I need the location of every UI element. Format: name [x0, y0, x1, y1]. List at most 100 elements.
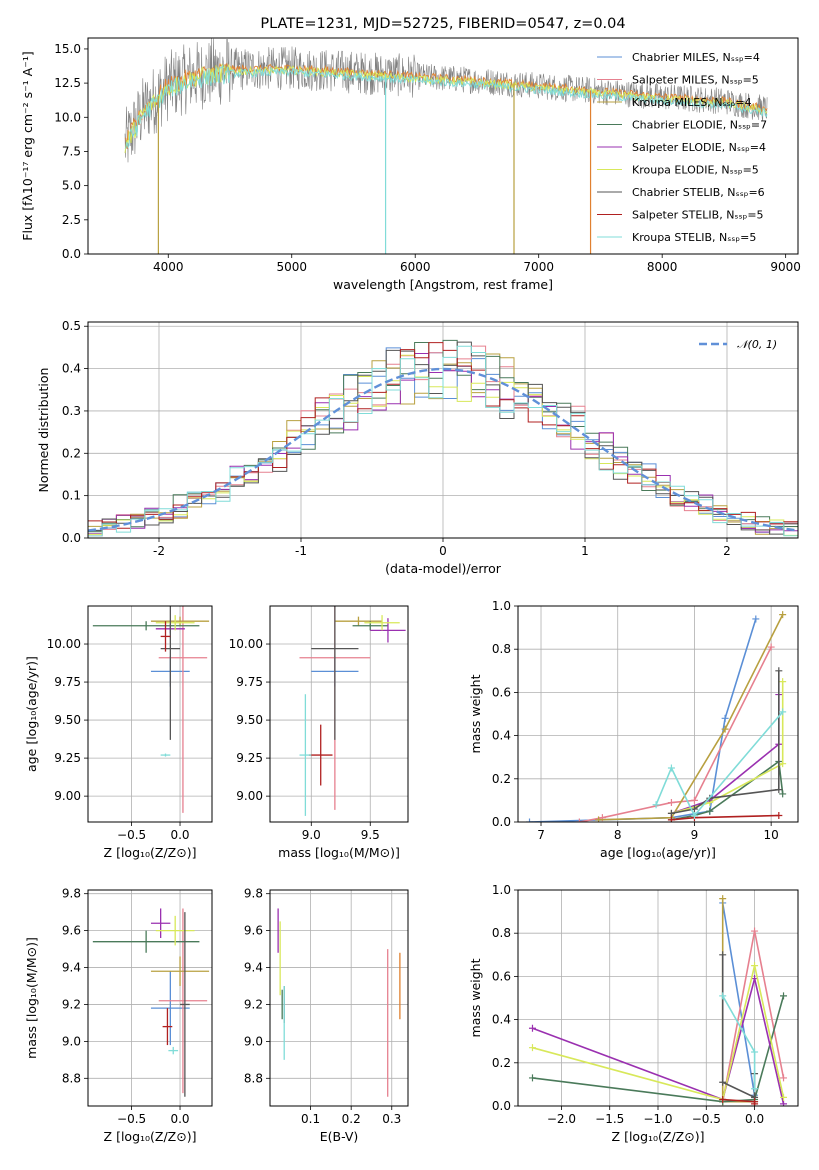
y-tick-label: 2.5: [62, 213, 81, 227]
axes-age_vs_Z: −0.5 0.0 9.00 9.25 9.50 9.75 10.00 Z [log₁₀(Z/Z…: [24, 605, 213, 860]
legend-label-salpeter_elodie: Salpeter ELODIE, Nₛₛₚ=4: [632, 141, 766, 154]
y-tick-label: 0.2: [62, 446, 81, 460]
series-point-kroupa_miles: [719, 895, 727, 903]
y-tick-label: 0.0: [62, 531, 81, 545]
y-tick-label: 0.0: [62, 247, 81, 261]
series-point-kroupa_elodie: [751, 962, 759, 970]
y-tick-label: 1.0: [492, 599, 511, 613]
y-tick-label: 9.2: [244, 997, 263, 1011]
series-point-kroupa_elodie: [780, 1093, 788, 1101]
y-tick-label: 9.25: [54, 751, 81, 765]
y-axis-label: mass [log₁₀(M/M⊙)]: [24, 937, 39, 1059]
y-tick-label: 0.6: [492, 969, 511, 983]
plot-area-age_vs_Z: [92, 606, 210, 813]
y-axis-label: mass weight: [468, 674, 483, 753]
series-point-chabrier_stelib: [775, 786, 783, 794]
x-tick-label: 8: [614, 828, 622, 842]
histogram-salpeter_stelib: [88, 342, 798, 529]
series-point-chabrier_stelib: [775, 667, 783, 675]
x-tick-label: −2.0: [547, 1112, 576, 1126]
y-tick-label: 0.0: [492, 815, 511, 829]
y-tick-label: 8.8: [62, 1071, 81, 1085]
series-point-chabrier_elodie: [780, 992, 788, 1000]
series-point-salpeter_miles: [751, 927, 759, 935]
y-tick-label: 9.0: [244, 1034, 263, 1048]
series-point-chabrier_elodie: [528, 1074, 536, 1082]
series-point-kroupa_elodie: [779, 760, 787, 768]
chart-title: PLATE=1231, MJD=52725, FIBERID=0547, z=0…: [260, 16, 625, 32]
y-tick-label: 8.8: [244, 1071, 263, 1085]
series-point-kroupa_miles: [595, 816, 603, 822]
y-tick-label: 15.0: [54, 42, 81, 56]
model-spectrum-kroupa_stelib: [124, 64, 768, 149]
series-point-chabrier_stelib: [719, 951, 727, 959]
series-point-salpeter_stelib: [667, 816, 675, 822]
series-point-salpeter_stelib: [775, 812, 783, 820]
x-tick-label: 9.5: [361, 828, 380, 842]
y-tick-label: 9.50: [54, 713, 81, 727]
x-axis-label: mass [log₁₀(M/M⊙)]: [278, 845, 400, 860]
y-tick-label: 7.5: [62, 144, 81, 158]
plot-area-residuals: [88, 339, 798, 537]
y-tick-label: 0.0: [492, 1099, 511, 1113]
y-tick-label: 0.4: [492, 1013, 511, 1027]
plot-area-mass_vs_Z: [92, 908, 210, 1097]
x-axis-label: Z [log₁₀(Z/Z⊙)]: [104, 1129, 197, 1144]
plot-area-mass_vs_ebv: [277, 908, 401, 1097]
series-point-kroupa_stelib: [690, 812, 698, 820]
x-tick-label: −1.0: [643, 1112, 672, 1126]
y-tick-label: 0.5: [62, 319, 81, 333]
x-axis-label: age [log₁₀(age/yr)]: [600, 845, 716, 860]
series-point-chabrier_miles: [526, 818, 534, 822]
legend-label-salpeter_stelib: Salpeter STELIB, Nₛₛₚ=5: [632, 209, 764, 222]
series-point-salpeter_miles: [780, 1074, 788, 1082]
axes-spectrum: 4000 5000 6000 7000 8000 9000 0.0 2.5 5.0 7.5 10.0…: [20, 16, 801, 292]
series-line-kroupa_miles: [598, 614, 784, 821]
plot-area-spectrum: [124, 38, 768, 254]
axes-frame: [517, 889, 799, 1107]
x-tick-label: -2: [153, 544, 165, 558]
series-point-chabrier_miles: [721, 714, 729, 722]
series-point-kroupa_elodie: [779, 678, 787, 686]
axes-frame: [269, 605, 409, 823]
series-point-chabrier_elodie: [779, 790, 787, 798]
y-tick-label: 9.4: [62, 961, 81, 975]
y-axis-label: age [log₁₀(age/yr)]: [24, 656, 39, 772]
series-point-salpeter_stelib: [719, 1096, 727, 1104]
series-point-salpeter_elodie: [780, 1100, 788, 1106]
legend-label-kroupa_miles: Kroupa MILES, Nₛₛₚ=4: [632, 96, 752, 109]
y-tick-label: 9.0: [62, 1034, 81, 1048]
x-tick-label: 7: [537, 828, 545, 842]
series-point-salpeter_elodie: [528, 1024, 536, 1032]
y-tick-label: 10.00: [229, 637, 263, 651]
x-axis-label: E(B-V): [320, 1129, 359, 1144]
legend-label-kroupa_elodie: Kroupa ELODIE, Nₛₛₚ=5: [632, 164, 759, 177]
y-tick-label: 0.6: [492, 685, 511, 699]
y-tick-label: 9.6: [62, 924, 81, 938]
y-tick-label: 9.50: [236, 713, 263, 727]
y-tick-label: 10.00: [47, 637, 81, 651]
plot-area-weight_vs_age: [526, 611, 787, 822]
x-tick-label: 0.0: [170, 828, 189, 842]
series-line-kroupa_elodie: [532, 965, 785, 1101]
x-tick-label: 0.2: [342, 1112, 361, 1126]
x-tick-label: 5000: [276, 260, 307, 274]
y-tick-label: 10.0: [54, 110, 81, 124]
axes-weight_vs_age: 7 8 9 10 0.0 0.2 0.4 0.6 0.8 1.0 age [log₁₀(age/yr…: [468, 599, 799, 860]
x-tick-label: 6000: [400, 260, 431, 274]
series-point-kroupa_elodie: [528, 1044, 536, 1052]
y-tick-label: 9.8: [62, 887, 81, 901]
y-tick-label: 0.8: [492, 926, 511, 940]
axes-frame: [87, 37, 799, 255]
series-point-salpeter_miles: [667, 799, 675, 807]
series-point-kroupa_miles: [779, 611, 787, 619]
histogram-kroupa_stelib: [88, 345, 798, 537]
axes-mass_vs_Z: −0.5 0.0 8.8 9.0 9.2 9.4 9.6 9.8 Z [log₁₀(Z/Z⊙)]…: [24, 887, 213, 1144]
axes-frame: [87, 605, 213, 823]
axes-frame: [87, 321, 799, 539]
y-tick-label: 9.75: [236, 675, 263, 689]
axes-age_vs_mass: 9.0 9.5 9.00 9.25 9.50 9.75 10.00 mass [log₁₀(M…: [229, 605, 409, 860]
series-point-kroupa_miles: [721, 725, 729, 733]
axes-frame: [87, 889, 213, 1107]
plot-area-age_vs_mass: [299, 606, 406, 816]
